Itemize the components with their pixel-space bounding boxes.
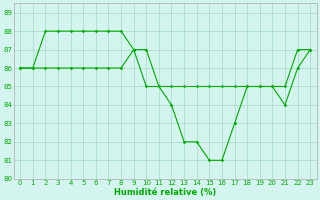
X-axis label: Humidité relative (%): Humidité relative (%) (114, 188, 216, 197)
